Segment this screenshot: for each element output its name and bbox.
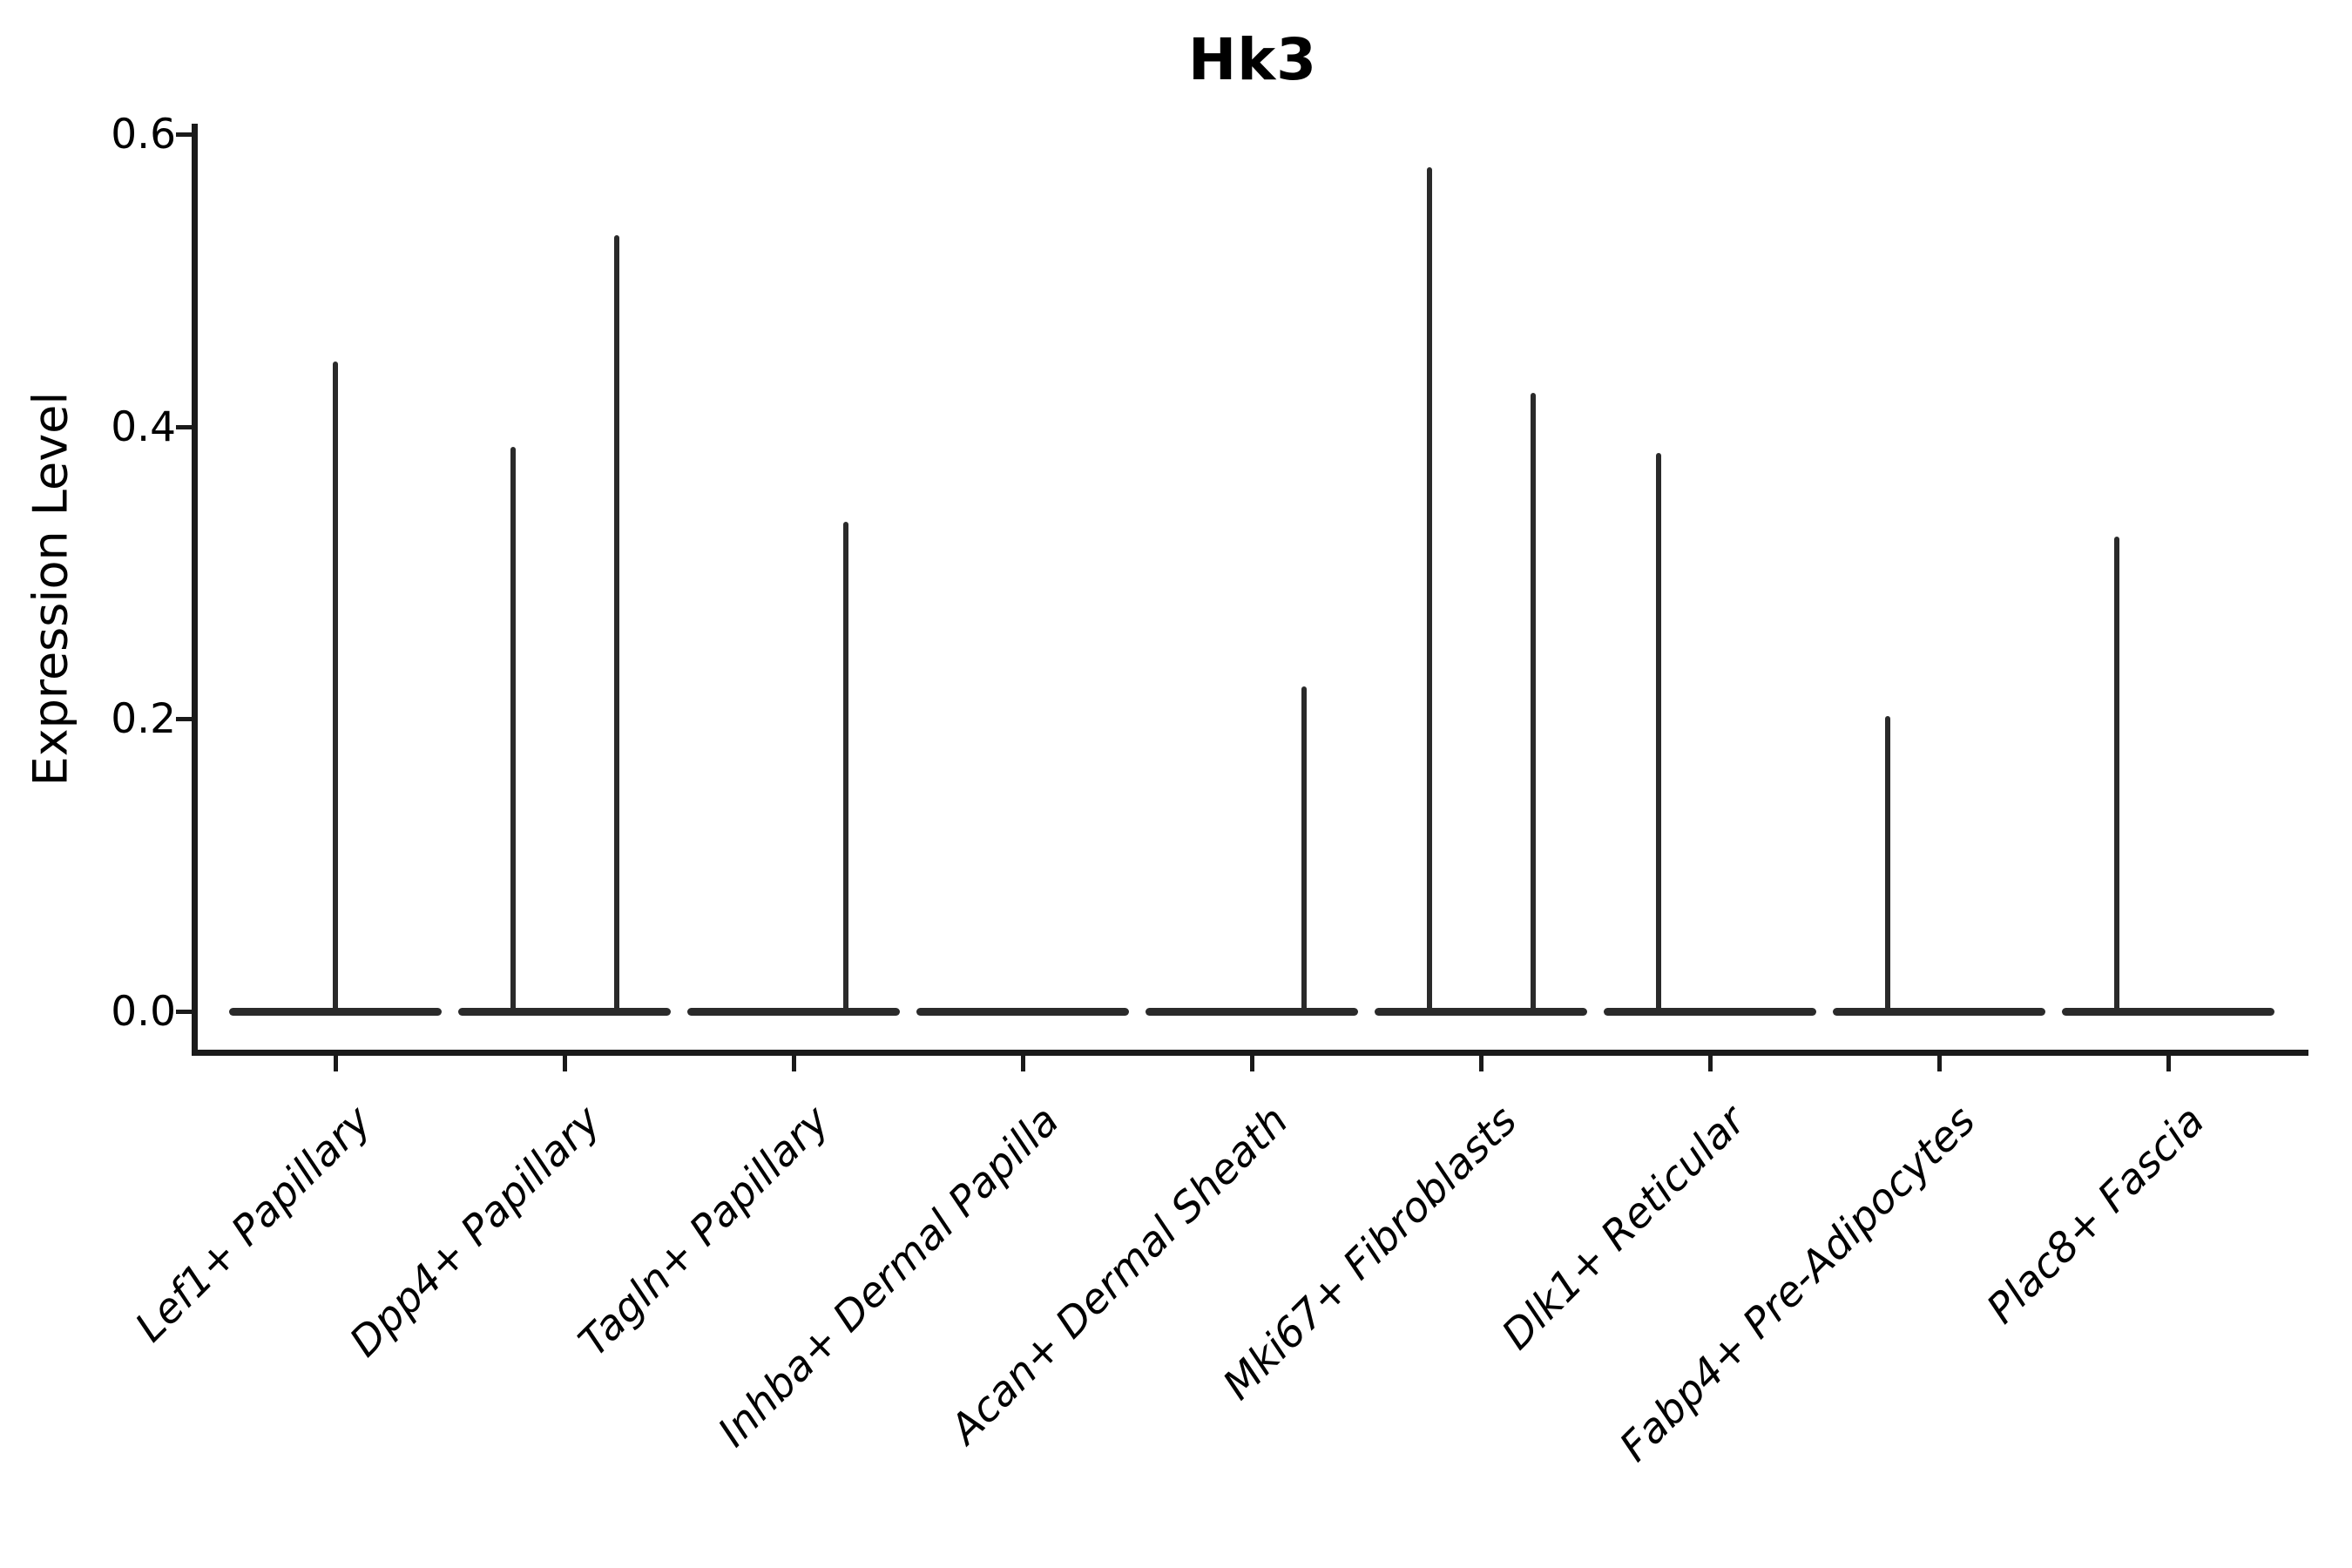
y-tick-label: 0.4 — [111, 402, 176, 451]
violin-base — [1375, 1007, 1587, 1016]
violin-base — [916, 1007, 1129, 1016]
violin-spike — [333, 361, 338, 1014]
x-tick — [1478, 1056, 1484, 1071]
x-tick-label: Dpp4+ Papillary — [340, 1097, 611, 1367]
x-tick — [1249, 1056, 1254, 1071]
x-axis-spine — [192, 1050, 2308, 1056]
y-tick — [176, 717, 193, 722]
x-tick — [791, 1056, 796, 1071]
y-tick-label: 0.6 — [111, 111, 176, 159]
violin-spike — [1531, 393, 1536, 1014]
y-tick-label: 0.2 — [111, 695, 176, 744]
violin-base — [1604, 1007, 1816, 1016]
violin-spike — [614, 235, 619, 1014]
x-tick — [1936, 1056, 1942, 1071]
x-tick — [2166, 1056, 2171, 1071]
x-tick — [1020, 1056, 1025, 1071]
y-tick — [176, 132, 193, 138]
x-tick-label: Tagln+ Papillary — [570, 1097, 840, 1366]
x-tick-label: Dlk1+ Reticular — [1493, 1097, 1756, 1360]
violin-spike — [510, 447, 516, 1014]
violin-base — [687, 1007, 900, 1016]
y-tick-label: 0.0 — [111, 987, 176, 1036]
x-tick — [1707, 1056, 1713, 1071]
x-tick — [333, 1056, 338, 1071]
x-tick-label: Plac8+ Fascia — [1977, 1097, 2214, 1334]
violin-spike — [1301, 686, 1307, 1014]
violin-spike — [1427, 166, 1432, 1014]
plot-title: Hk3 — [1187, 26, 1318, 93]
y-axis-spine — [192, 124, 198, 1056]
y-tick — [176, 424, 193, 429]
y-tick — [176, 1009, 193, 1014]
x-tick — [562, 1056, 567, 1071]
violin-spike — [1656, 453, 1661, 1014]
x-tick-label: Lef1+ Papillary — [126, 1097, 382, 1352]
violin-spike — [843, 521, 848, 1014]
y-axis-label: Expression Level — [23, 391, 78, 787]
violin-spike — [1885, 715, 1890, 1014]
violin-base — [458, 1007, 671, 1016]
violin-base — [1146, 1007, 1358, 1016]
violin-base — [2062, 1007, 2274, 1016]
violin-base — [1833, 1007, 2045, 1016]
violin-spike — [2114, 536, 2119, 1014]
